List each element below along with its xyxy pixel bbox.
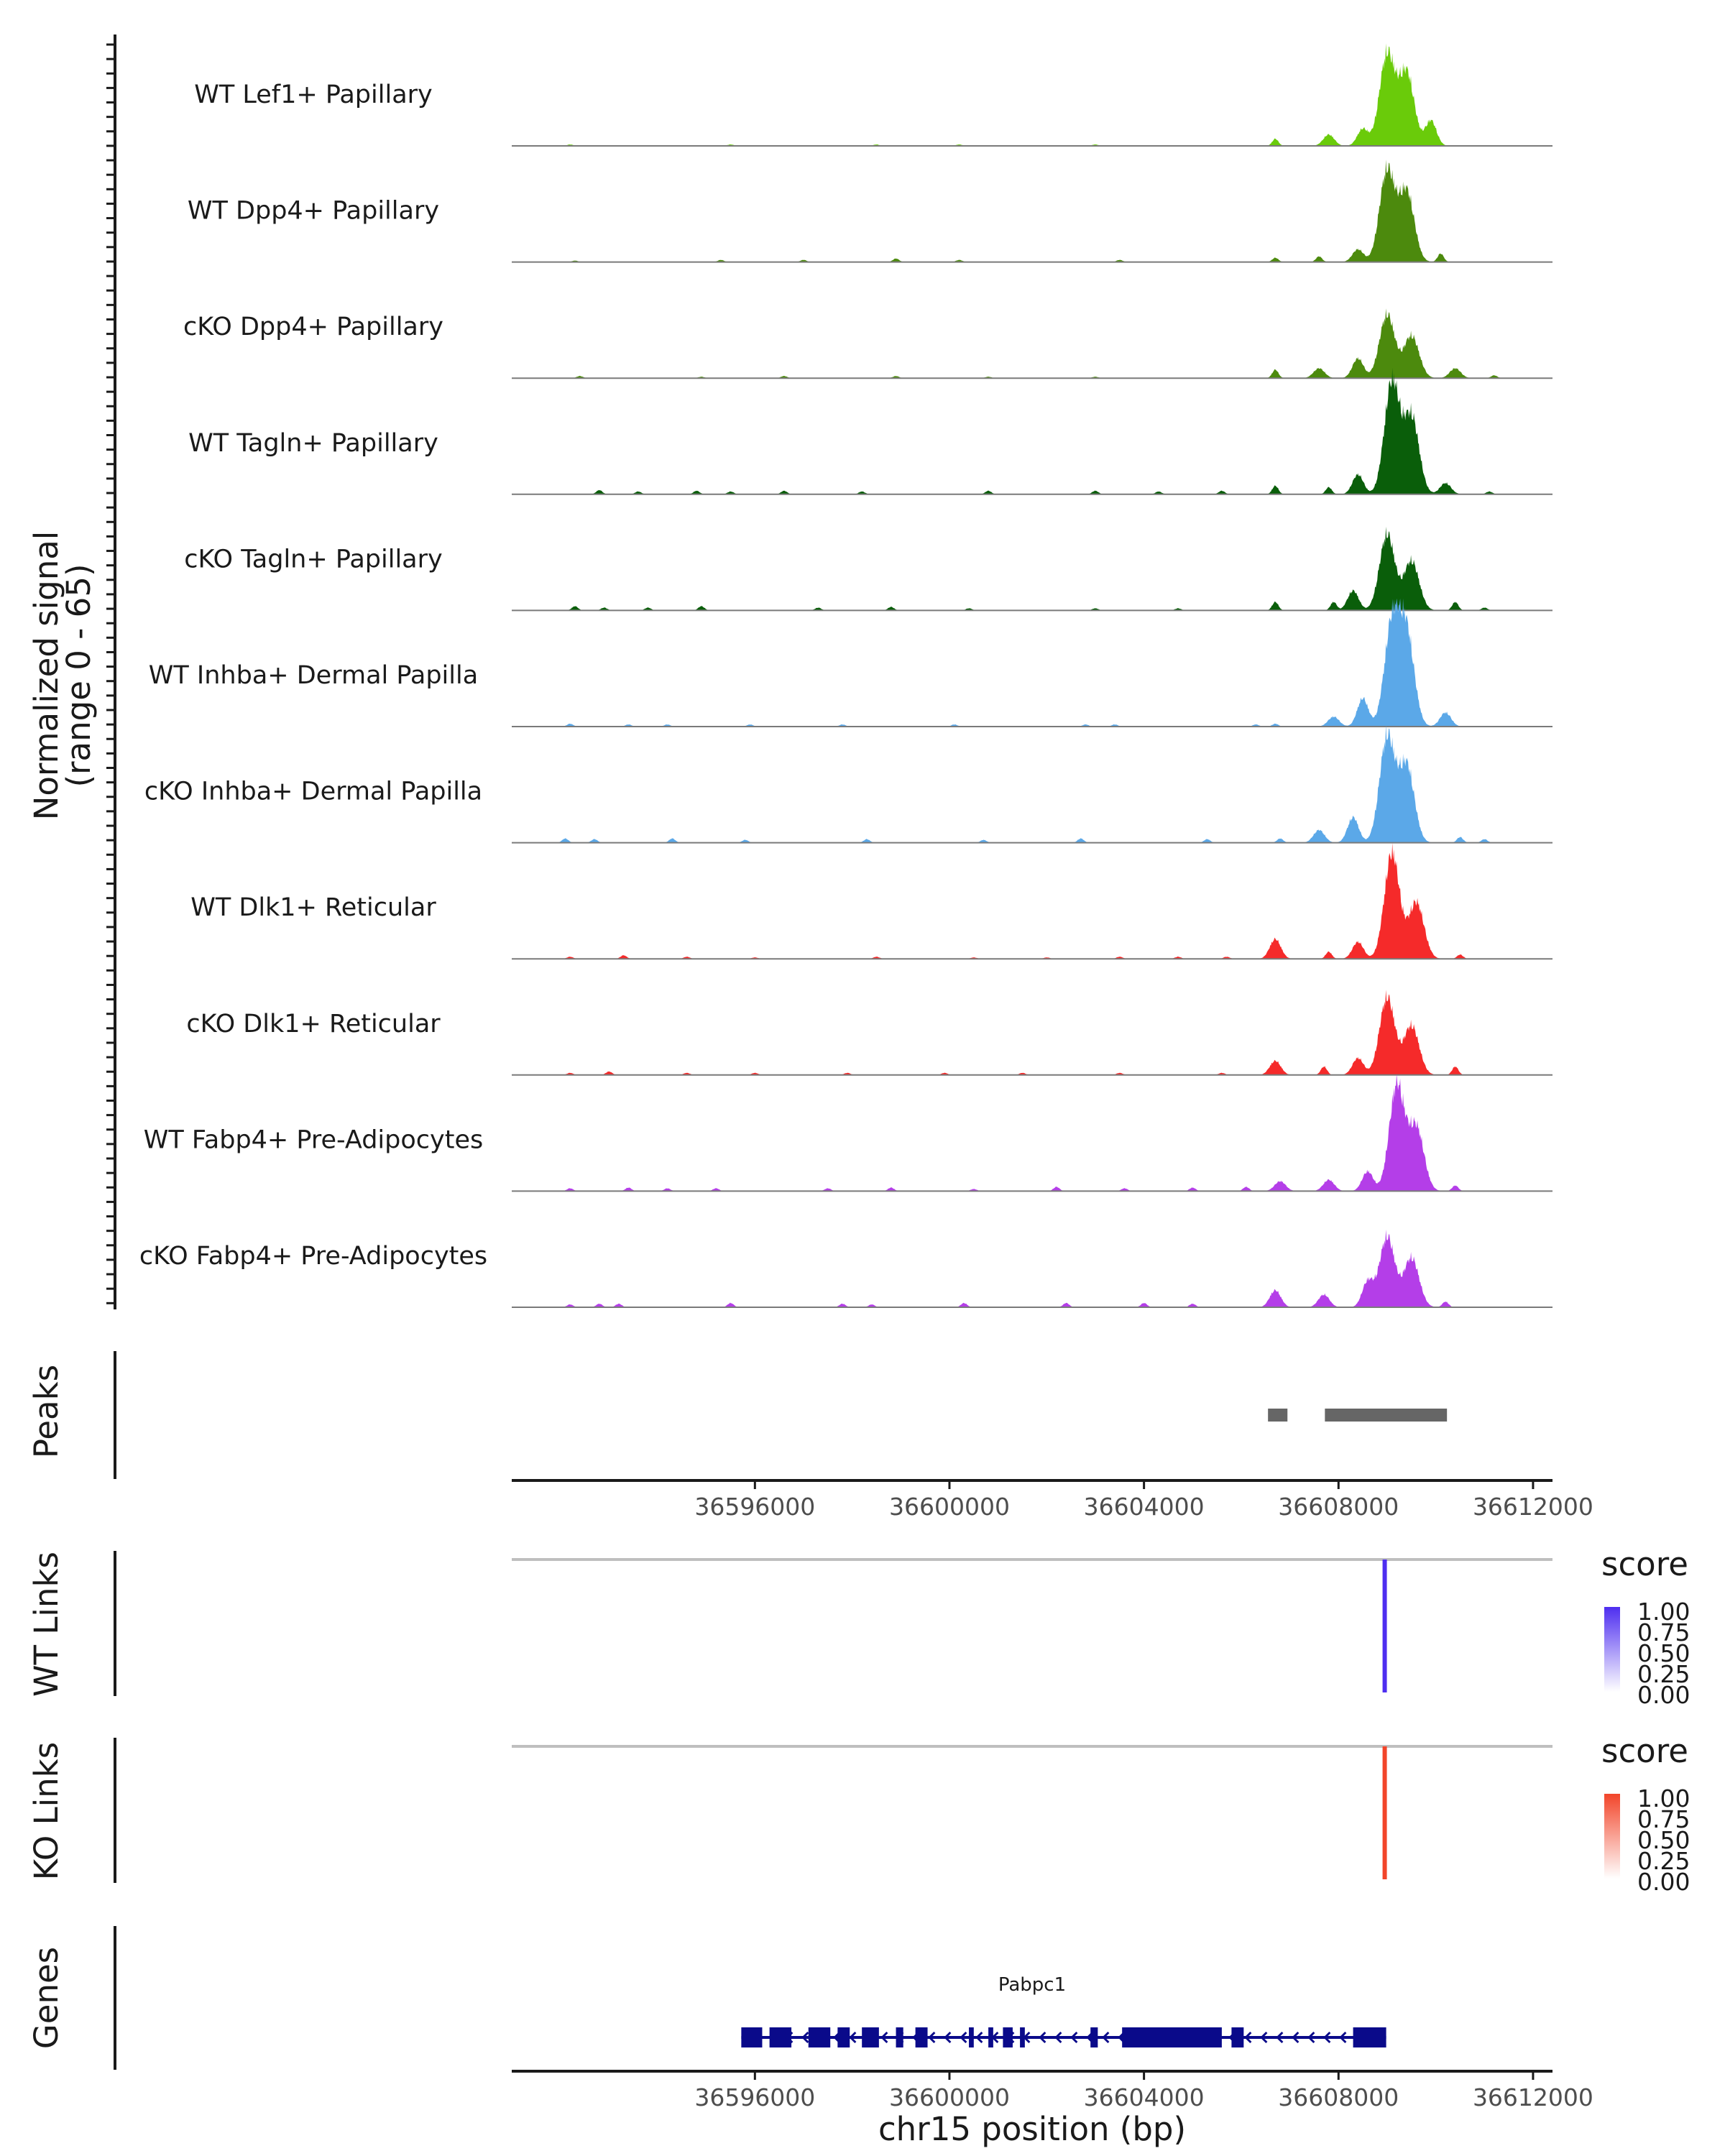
legend-colorbar (1604, 1607, 1620, 1692)
gene-exon (915, 2027, 928, 2047)
gene-exon (808, 2027, 831, 2047)
gene-strand-arrow (801, 2031, 809, 2044)
gene-exon (969, 2027, 974, 2047)
x-tick-label: 36612000 (1473, 2083, 1593, 2111)
x-tick-label: 36612000 (1473, 1493, 1593, 1521)
legend-tick-label: 1.00 (1637, 1598, 1690, 1626)
genes-track-label: Genes (27, 1947, 65, 2049)
gene-strand-arrow (1276, 2031, 1284, 2044)
legend-tick-label: 0.25 (1637, 1660, 1690, 1688)
gene-strand-arrow (1244, 2031, 1252, 2044)
legend-tick-label: 0.00 (1637, 1681, 1690, 1709)
gene-strand-arrow (1307, 2031, 1315, 2044)
coverage-track-label: cKO Dpp4+ Papillary (183, 313, 443, 341)
x-tick-label: 36604000 (1084, 1493, 1205, 1521)
peaks-track-label: Peaks (27, 1365, 65, 1458)
gene-strand-arrow (1339, 2031, 1347, 2044)
coverage-area-3 (512, 367, 1552, 494)
legend-tick-label: 0.50 (1637, 1826, 1690, 1854)
coverage-area-5 (512, 598, 1552, 727)
link-arc (1382, 1560, 1387, 1692)
gene-exon (1353, 2027, 1386, 2047)
legend-colorbar (1604, 1794, 1620, 1879)
gene-strand-arrow (849, 2031, 857, 2044)
x-tick-label: 36608000 (1278, 1493, 1399, 1521)
coverage-area-9 (512, 1074, 1552, 1192)
coverage-track-label: cKO Dlk1+ Reticular (186, 1010, 441, 1038)
gene-strand-arrow (975, 2031, 983, 2044)
coverage-track-label: WT Lef1+ Papillary (194, 80, 433, 109)
legend-title: score (1601, 1732, 1688, 1770)
gene-strand-arrow (1054, 2031, 1062, 2044)
x-tick-label: 36600000 (889, 1493, 1010, 1521)
coverage-track-label: WT Inhba+ Dermal Papilla (149, 661, 478, 690)
gene-strand-arrow (1039, 2031, 1046, 2044)
coverage-track-label: WT Dlk1+ Reticular (190, 893, 436, 922)
gene-exon (988, 2027, 993, 2047)
gene-exon (1122, 2027, 1222, 2047)
legend-tick-label: 1.00 (1637, 1784, 1690, 1812)
x-axis-title: chr15 position (bp) (878, 2110, 1186, 2148)
gene-exon (862, 2027, 879, 2047)
legend-tick-label: 0.75 (1637, 1618, 1690, 1646)
x-tick-label: 36608000 (1278, 2083, 1399, 2111)
legend-tick-label: 0.75 (1637, 1805, 1690, 1833)
gene-strand-arrow (1260, 2031, 1268, 2044)
gene-strand-arrow (928, 2031, 936, 2044)
gene-strand-arrow (1070, 2031, 1078, 2044)
coverage-area-7 (512, 843, 1552, 959)
links-panels: score1.000.750.500.250.00score1.000.750.… (114, 1545, 1690, 1896)
coverage-track-label: WT Tagln+ Papillary (188, 429, 438, 458)
link-arc (1382, 1746, 1387, 1879)
coverage-track-label: cKO Fabp4+ Pre-Adipocytes (139, 1242, 487, 1271)
coverage-track-label: WT Fabp4+ Pre-Adipocytes (144, 1125, 483, 1154)
genes-panel (114, 1926, 1386, 2070)
gene-name-label: Pabpc1 (998, 1974, 1066, 1996)
gene-strand-arrow (880, 2031, 888, 2044)
x-axis-top: 36596000 36600000 36604000 36608000 36612000 (512, 1479, 1593, 1521)
x-tick-label: 36600000 (889, 2083, 1010, 2111)
gene-exon (1003, 2027, 1013, 2047)
peak-range (1325, 1409, 1448, 1422)
coverage-area-4 (512, 526, 1552, 611)
coverage-panel: WT Lef1+ Papillary WT Dpp4+ Papillary cKO … (106, 34, 1552, 1309)
coverage-area-1 (512, 160, 1552, 262)
gene-strand-arrow (944, 2031, 952, 2044)
x-tick-label: 36596000 (694, 2083, 815, 2111)
gene-exon (837, 2027, 850, 2047)
coverage-area-6 (512, 724, 1552, 843)
legend-tick-label: 0.50 (1637, 1639, 1690, 1667)
coverage-area-10 (512, 1230, 1552, 1307)
legend-tick-label: 0.00 (1637, 1868, 1690, 1896)
coverage-track-label: WT Dpp4+ Papillary (188, 197, 439, 226)
gene-strand-arrow (1323, 2031, 1331, 2044)
x-axis-bottom: 36596000 36600000 36604000 36608000 36612000 (512, 2070, 1593, 2111)
coverage-track-label: cKO Inhba+ Dermal Papilla (144, 778, 482, 806)
peaks-panel (114, 1351, 1448, 1479)
peak-range (1268, 1409, 1288, 1422)
legend-tick-label: 0.25 (1637, 1847, 1690, 1875)
gene-exon (1231, 2027, 1244, 2047)
coverage-y-axis-label: Normalized signal (27, 531, 65, 821)
coverage-area-2 (512, 308, 1552, 379)
coverage-y-axis-range: (range 0 - 65) (60, 563, 98, 787)
gene-exon (896, 2027, 903, 2047)
coverage-area-0 (512, 43, 1552, 147)
legend-title: score (1601, 1545, 1688, 1583)
coverage-track-label: cKO Tagln+ Papillary (184, 545, 443, 573)
x-tick-label: 36604000 (1084, 2083, 1205, 2111)
x-tick-label: 36596000 (694, 1493, 815, 1521)
gene-strand-arrow (1102, 2031, 1110, 2044)
coverage-area-8 (512, 990, 1552, 1075)
gene-exon (1020, 2027, 1025, 2047)
gene-exon (741, 2027, 763, 2047)
gene-exon (1090, 2027, 1098, 2047)
wt-links-track-label: WT Links (27, 1552, 65, 1697)
gene-strand-arrow (1292, 2031, 1300, 2044)
gene-strand-arrow (960, 2031, 967, 2044)
gene-exon (769, 2027, 792, 2047)
ko-links-track-label: KO Links (27, 1742, 65, 1880)
